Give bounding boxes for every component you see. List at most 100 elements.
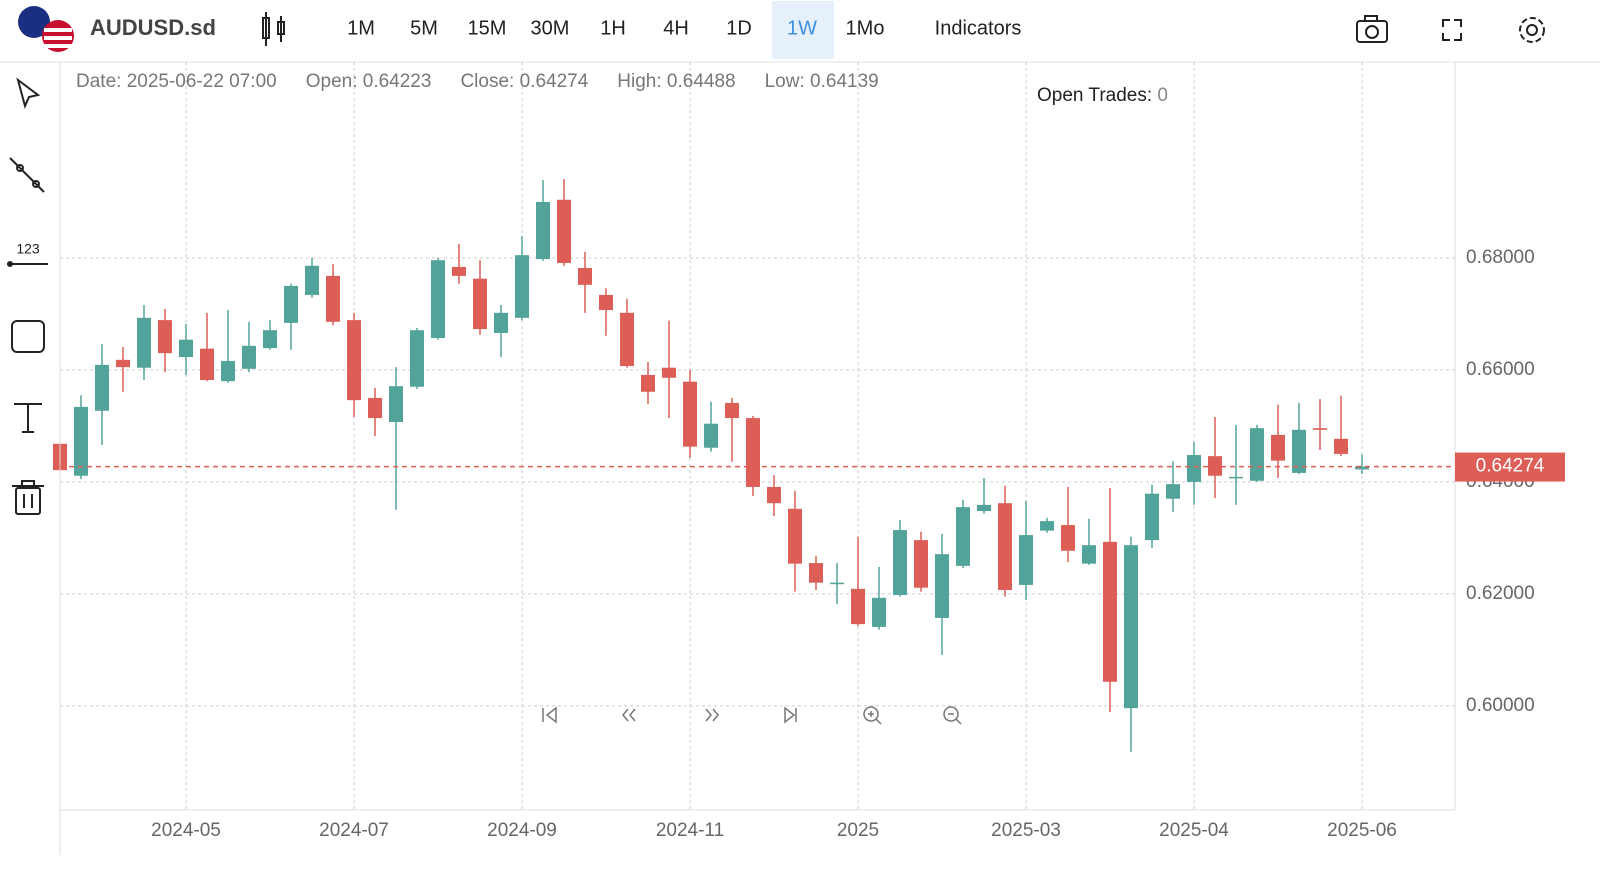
scroll-forward[interactable] bbox=[705, 708, 719, 722]
timeframe-button[interactable]: 5M bbox=[410, 17, 438, 39]
candle-body bbox=[956, 507, 970, 566]
timeframe-button[interactable]: 1D bbox=[726, 17, 752, 39]
timeframe-button[interactable]: 1M bbox=[347, 17, 375, 39]
x-tick-label: 2025-06 bbox=[1327, 820, 1397, 841]
x-tick-label: 2025 bbox=[837, 820, 879, 841]
rect-tool[interactable] bbox=[11, 320, 45, 353]
candle-body bbox=[1292, 429, 1306, 473]
info-label: Date: bbox=[76, 71, 121, 92]
info-field: Close: 0.64274 bbox=[460, 71, 588, 92]
last-price-tag bbox=[1455, 452, 1565, 482]
timeframe-button[interactable]: 15M bbox=[468, 17, 507, 39]
zoom-in[interactable] bbox=[863, 706, 882, 725]
candle-body bbox=[683, 381, 697, 447]
x-tick-label: 2024-07 bbox=[319, 820, 389, 841]
y-tick-label: 0.68000 bbox=[1466, 247, 1535, 268]
x-tick-label: 2024-05 bbox=[151, 820, 221, 841]
candle-body bbox=[599, 294, 613, 311]
candle-body bbox=[977, 504, 991, 512]
settings-icon[interactable] bbox=[1519, 17, 1545, 43]
candle-body bbox=[389, 386, 403, 423]
candle-body bbox=[1082, 545, 1096, 564]
candle-body bbox=[998, 503, 1012, 590]
candle-body bbox=[704, 423, 718, 448]
timeframe-button[interactable]: 4H bbox=[663, 17, 689, 39]
timeframe-button[interactable]: 30M bbox=[531, 17, 570, 39]
chart-type-icon[interactable] bbox=[262, 12, 285, 46]
candle-body bbox=[557, 199, 571, 263]
candle-body bbox=[893, 530, 907, 596]
candle-body bbox=[137, 317, 151, 368]
candle-body bbox=[662, 367, 676, 378]
number-tool[interactable]: 123 bbox=[7, 241, 48, 267]
candle-body bbox=[179, 339, 193, 358]
candle-body bbox=[515, 255, 529, 318]
candle-body bbox=[1313, 428, 1327, 430]
info-field: Open: 0.64223 bbox=[306, 71, 432, 92]
symbol[interactable]: AUDUSD.sd bbox=[90, 15, 216, 40]
candle-body bbox=[851, 588, 865, 625]
candle-body bbox=[200, 348, 214, 381]
camera-icon[interactable] bbox=[1356, 15, 1388, 43]
info-label: Open: bbox=[306, 71, 358, 92]
candle-body bbox=[1355, 466, 1369, 470]
info-field: Date: 2025-06-22 07:00 bbox=[76, 71, 277, 92]
candle-body bbox=[620, 312, 634, 367]
fullscreen-icon[interactable] bbox=[1442, 19, 1462, 41]
candle-body bbox=[326, 275, 340, 322]
candle-body bbox=[1103, 541, 1117, 682]
go-end[interactable] bbox=[784, 706, 797, 724]
pointer-tool[interactable] bbox=[16, 77, 41, 109]
candle-body bbox=[242, 345, 256, 369]
candle-body bbox=[74, 406, 88, 476]
candle-body bbox=[95, 364, 109, 411]
timeframe-button[interactable]: 1Mo bbox=[846, 17, 885, 39]
candle-body bbox=[1229, 476, 1243, 479]
zoom-out[interactable] bbox=[943, 706, 962, 725]
x-tick-label: 2024-09 bbox=[487, 820, 557, 841]
y-tick-label: 0.62000 bbox=[1466, 583, 1535, 604]
candle-body bbox=[767, 486, 781, 504]
candle-body bbox=[578, 268, 592, 285]
delete-tool[interactable] bbox=[12, 480, 44, 515]
y-tick-label: 0.66000 bbox=[1466, 359, 1535, 380]
candle-body bbox=[1019, 535, 1033, 585]
timeframe-button[interactable]: 1H bbox=[600, 17, 626, 39]
candle-body bbox=[830, 582, 844, 585]
info-value: 0.64488 bbox=[667, 71, 736, 92]
candle-body bbox=[305, 265, 319, 295]
candle-body bbox=[1271, 434, 1285, 461]
candle-body bbox=[641, 374, 655, 392]
candle-body bbox=[1166, 484, 1180, 499]
line-tool[interactable] bbox=[9, 157, 45, 193]
open-trades-label: Open Trades: bbox=[1037, 85, 1152, 106]
candle-body bbox=[935, 554, 949, 618]
candle-body bbox=[221, 360, 235, 382]
drawing-tools: 123 bbox=[7, 77, 48, 515]
info-value: 0.64274 bbox=[520, 71, 589, 92]
info-field: High: 0.64488 bbox=[617, 71, 735, 92]
info-label: High: bbox=[617, 71, 661, 92]
indicators-button[interactable]: Indicators bbox=[935, 17, 1022, 39]
text-tool[interactable] bbox=[14, 403, 42, 433]
x-tick-label: 2025-03 bbox=[991, 820, 1061, 841]
info-value: 2025-06-22 07:00 bbox=[127, 71, 277, 92]
candle-body bbox=[410, 330, 424, 387]
scroll-back[interactable] bbox=[622, 708, 636, 722]
candle-body bbox=[1334, 438, 1348, 454]
go-start[interactable] bbox=[542, 706, 557, 724]
candle-body bbox=[473, 278, 487, 330]
candle-body bbox=[872, 597, 886, 627]
candle-body bbox=[452, 266, 466, 276]
info-label: Low: bbox=[765, 71, 805, 92]
info-label: Close: bbox=[460, 71, 514, 92]
info-value: 0.64223 bbox=[363, 71, 432, 92]
candle-body bbox=[1061, 525, 1075, 551]
candle-body bbox=[347, 320, 361, 401]
y-tick-label: 0.60000 bbox=[1466, 695, 1535, 716]
timeframe-button[interactable]: 1W bbox=[787, 17, 817, 39]
candle-body bbox=[746, 418, 760, 487]
active-timeframe-bg bbox=[772, 1, 834, 59]
candle-body bbox=[1124, 545, 1138, 709]
